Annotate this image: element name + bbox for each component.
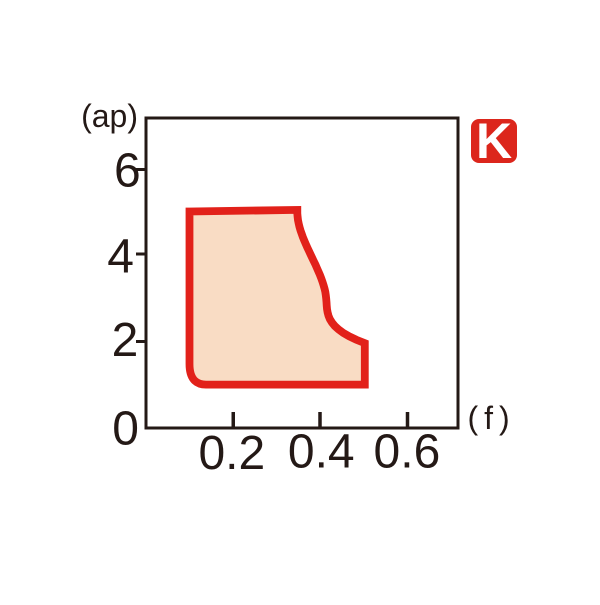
svg-text:(ap): (ap) [81, 98, 138, 134]
svg-text:0.2: 0.2 [198, 427, 265, 480]
svg-text:K: K [476, 113, 512, 169]
svg-text:(f): (f) [468, 400, 516, 436]
svg-text:6: 6 [114, 145, 141, 198]
svg-text:2: 2 [112, 314, 139, 367]
svg-text:4: 4 [107, 230, 134, 283]
svg-text:0.4: 0.4 [288, 425, 355, 478]
svg-text:0: 0 [112, 403, 139, 456]
svg-text:0.6: 0.6 [374, 425, 441, 478]
